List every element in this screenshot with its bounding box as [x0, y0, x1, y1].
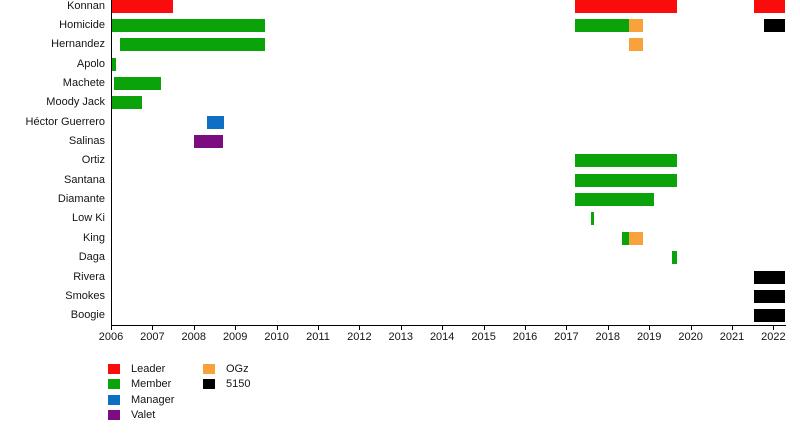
bar-segment-ogz [629, 38, 643, 52]
x-tick [193, 325, 195, 330]
bar-segment-5150 [754, 289, 785, 303]
row-label: Rivera [73, 270, 105, 283]
x-tick [111, 325, 112, 330]
bar-segment-manager [206, 115, 225, 129]
x-tick-label: 2009 [222, 331, 248, 343]
legend-label: Valet [131, 408, 156, 421]
x-tick [152, 325, 154, 330]
row-label: Machete [62, 76, 105, 89]
bar-segment-valet [194, 135, 223, 149]
x-tick-label: 2007 [140, 331, 165, 343]
x-tick-label: 2006 [98, 331, 124, 343]
row-label: Smokes [65, 289, 105, 302]
row-label: Ortiz [81, 154, 105, 167]
x-tick-label: 2021 [719, 331, 745, 343]
bar-segment-member [575, 173, 678, 187]
legend-label: Member [131, 378, 172, 391]
row-label: Apolo [76, 57, 105, 70]
x-tick-label: 2014 [429, 331, 455, 343]
legend-label: Manager [131, 393, 175, 406]
bar-segment-member [671, 251, 678, 265]
legend-swatch-ogz [203, 364, 215, 374]
row-label: Boogie [70, 309, 105, 322]
x-tick [318, 325, 319, 330]
row-label: Homicide [59, 18, 105, 31]
x-tick-label: 2008 [181, 331, 207, 343]
x-tick-label: 2011 [306, 331, 330, 343]
x-tick-label: 2015 [471, 331, 496, 343]
x-tick [732, 325, 733, 330]
x-tick [235, 325, 237, 330]
x-tick [276, 325, 278, 330]
row-label: Diamante [57, 193, 105, 206]
bar-segment-member [575, 18, 630, 32]
bar-segment-member [621, 231, 630, 245]
x-tick [607, 325, 609, 330]
x-tick [525, 325, 526, 330]
x-tick [649, 325, 651, 330]
x-tick [773, 325, 775, 330]
legend-swatch-leader [108, 364, 120, 374]
legend-label: 5150 [226, 378, 251, 391]
row-label: Hernandez [51, 38, 105, 51]
row-label: Low Ki [71, 212, 105, 225]
x-tick-label: 2019 [636, 331, 662, 343]
row-label: Héctor Guerrero [25, 115, 105, 128]
bar-segment-ogz [629, 18, 643, 32]
bar-segment-5150 [764, 18, 785, 32]
x-tick-label: 2010 [264, 331, 289, 343]
bar-segment-member [119, 38, 265, 52]
x-tick [359, 325, 361, 330]
x-tick-label: 2012 [347, 331, 372, 343]
legend-label: Leader [131, 363, 166, 375]
x-tick [400, 325, 402, 330]
row-label: Daga [78, 251, 105, 264]
bar-segment-member [111, 96, 143, 110]
legend-swatch-5150 [203, 379, 215, 390]
bar-segment-5150 [754, 270, 785, 284]
x-tick-label: 2018 [595, 331, 621, 343]
x-tick-label: 2020 [678, 331, 703, 343]
bar-segment-ogz [629, 231, 643, 245]
bar-segment-member [111, 57, 117, 71]
x-tick-label: 2017 [554, 331, 579, 343]
legend-swatch-valet [108, 409, 120, 420]
x-tick [483, 325, 485, 330]
legend-swatch-member [108, 379, 120, 390]
y-axis-line [111, 0, 112, 325]
bar-segment-leader [111, 0, 173, 13]
row-label: Konnan [67, 0, 105, 12]
row-label: Santana [64, 173, 105, 186]
bar-segment-leader [575, 0, 678, 13]
bar-segment-member [575, 193, 654, 207]
row-label: Moody Jack [46, 96, 105, 109]
bar-segment-member [111, 18, 265, 32]
bar-segment-5150 [754, 309, 785, 323]
bar-segment-leader [754, 0, 785, 13]
x-tick-label: 2013 [388, 331, 414, 343]
bar-segment-member [590, 212, 595, 226]
x-tick-label: 2016 [512, 331, 538, 343]
x-tick-label: 2022 [761, 331, 786, 343]
x-tick [566, 325, 568, 330]
legend-swatch-manager [108, 394, 120, 405]
bar-segment-member [114, 76, 162, 90]
bar-segment-member [575, 154, 678, 168]
x-tick [690, 325, 692, 330]
x-axis-line [111, 325, 786, 326]
legend-label: OGz [226, 363, 249, 375]
x-tick [442, 325, 444, 330]
row-label: King [82, 231, 105, 244]
row-label: Salinas [68, 135, 105, 148]
